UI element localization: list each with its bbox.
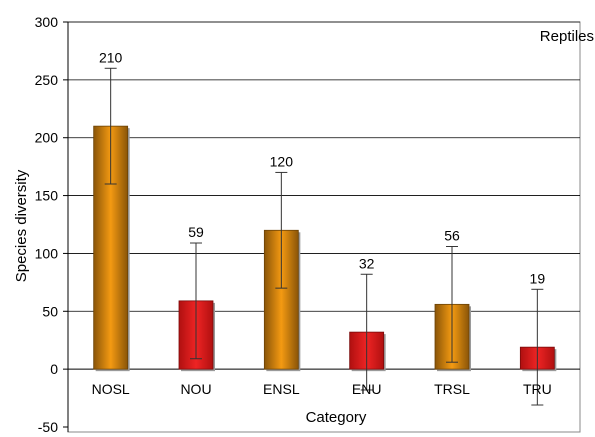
x-tick-label: ENSL [263,381,300,397]
x-tick-label: NOSL [92,381,130,397]
x-tick-label: ENU [352,381,382,397]
data-label: 210 [99,49,123,65]
x-tick-label: NOU [180,381,211,397]
x-tick-label: TRSL [434,381,470,397]
y-axis-title: Species diversity [13,169,30,282]
data-labels: 210 59 120 32 56 19 [99,49,545,286]
y-tick-label: 100 [35,245,59,261]
x-tick-label: TRU [523,381,552,397]
data-label: 120 [270,153,294,169]
y-tick-label: 150 [35,188,59,204]
y-tick-labels: -50 0 50 100 150 200 250 300 [35,14,68,435]
plot-area-border [67,21,581,433]
data-label: 32 [359,255,375,271]
x-axis-title: Category [306,409,367,426]
error-bars [104,67,544,406]
y-tick-label: 0 [50,361,58,377]
y-tick-label: 250 [35,72,59,88]
gridlines [68,21,580,312]
x-tick-labels: NOSL NOU ENSL ENU TRSL TRU [92,381,552,397]
y-tick-label: 200 [35,130,59,146]
data-label: 19 [530,270,546,286]
y-tick-label: -50 [38,419,58,435]
y-tick-label: 300 [35,14,59,30]
data-label: 59 [188,224,204,240]
data-label: 56 [444,227,460,243]
panel-label: Reptiles [540,28,594,45]
bars [93,125,557,372]
y-tick-label: 50 [42,303,58,319]
